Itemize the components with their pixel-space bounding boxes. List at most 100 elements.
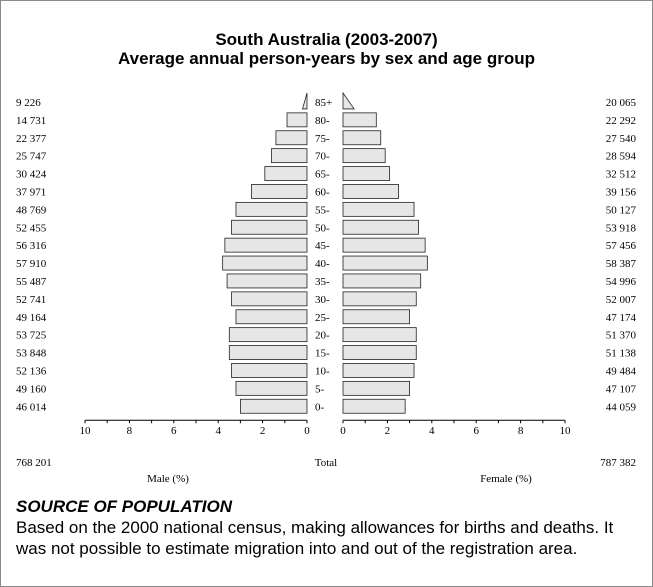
male-bars: [222, 92, 308, 414]
female-bar: [342, 255, 428, 271]
male-bar: [231, 291, 308, 307]
female-bar: [342, 166, 391, 181]
center-total-label: Total: [315, 457, 337, 469]
age-group-label: 45-: [315, 240, 330, 252]
male-bar: [235, 380, 308, 396]
female-count-label: 22 292: [606, 115, 636, 127]
female-count-label: 58 387: [606, 258, 637, 270]
male-bar: [231, 363, 308, 378]
age-group-label: 60-: [315, 186, 330, 198]
male-bar: [222, 255, 308, 271]
male-bar: [235, 309, 308, 325]
female-count-label: 28 594: [606, 151, 637, 163]
male-count-label: 46 014: [16, 401, 47, 413]
female-axis-label: Female (%): [480, 473, 532, 485]
male-count-label: 52 455: [16, 222, 47, 234]
male-count-label: 53 725: [16, 330, 47, 342]
female-count-label: 49 484: [606, 365, 637, 377]
male-bar: [239, 398, 308, 414]
female-x-axis: 0 2 4 6 8 10: [340, 419, 572, 437]
male-count-label: 52 136: [16, 365, 47, 377]
male-count-label: 48 769: [16, 204, 47, 216]
female-bar: [342, 201, 415, 217]
female-count-labels: 44 059 47 107 49 484 51 138 51 370 47 174 52 0…: [606, 97, 637, 413]
male-bar: [228, 345, 308, 360]
male-count-label: 49 160: [16, 383, 47, 395]
age-group-labels: 0- 5- 10- 15- 20- 25- 30- 35- 40- 45- 50- 55- 60- 65-…: [315, 97, 332, 413]
female-count-label: 47 174: [606, 312, 637, 324]
male-count-label: 22 377: [16, 133, 47, 145]
female-count-label: 44 059: [606, 401, 637, 413]
female-bar: [342, 291, 417, 307]
chart-title-line2: Average annual person-years by sex and a…: [118, 49, 535, 68]
male-bar: [251, 184, 308, 199]
male-total: 768 201: [16, 457, 52, 469]
age-group-label: 25-: [315, 312, 330, 324]
female-bars: [342, 91, 428, 414]
female-bar: [342, 398, 406, 414]
male-bar: [271, 148, 308, 164]
age-group-label: 5-: [315, 383, 325, 395]
male-bar: [224, 237, 308, 253]
age-group-label: 15-: [315, 348, 330, 360]
male-axis-label: Male (%): [147, 473, 189, 485]
male-tick-label: 6: [171, 425, 177, 437]
age-group-label: 70-: [315, 151, 330, 163]
female-bar: [342, 130, 382, 146]
female-bar: [342, 327, 417, 343]
age-group-label: 20-: [315, 330, 330, 342]
male-bar: [226, 273, 308, 289]
female-count-label: 50 127: [606, 204, 637, 216]
female-bar: [342, 148, 386, 164]
age-group-label: 30-: [315, 294, 330, 306]
male-bar: [228, 327, 308, 343]
source-text: Based on the 2000 national census, makin…: [16, 518, 614, 558]
age-group-label: 35-: [315, 276, 330, 288]
female-bar: [342, 184, 399, 199]
female-bar: [342, 345, 417, 360]
female-count-label: 53 918: [606, 222, 637, 234]
age-group-label: 85+: [315, 97, 332, 109]
female-tick-label: 10: [560, 425, 572, 437]
male-bar: [264, 166, 308, 181]
female-count-label: 27 540: [606, 133, 637, 145]
female-count-label: 54 996: [606, 276, 637, 288]
male-tick-label: 0: [304, 425, 310, 437]
female-count-label: 32 512: [606, 169, 636, 181]
male-tick-label: 8: [127, 425, 133, 437]
female-count-label: 52 007: [606, 294, 637, 306]
male-count-label: 55 487: [16, 276, 47, 288]
male-count-label: 52 741: [16, 294, 46, 306]
female-tick-label: 4: [429, 425, 435, 437]
source-heading: SOURCE OF POPULATION: [16, 497, 232, 516]
age-group-label: 0-: [315, 401, 325, 413]
male-bar: [286, 112, 308, 128]
male-count-label: 9 226: [16, 97, 41, 109]
population-pyramid-chart: 10 8 6 4 2 0 0 2 4 6 8 10 0- 5- 10- 15- 20- 25- 30- 35- 40…: [16, 91, 637, 485]
male-bar: [235, 201, 308, 217]
age-group-label: 75-: [315, 133, 330, 145]
age-group-label: 50-: [315, 222, 330, 234]
female-bar: [342, 237, 426, 253]
female-bar: [342, 363, 415, 378]
female-tick-label: 2: [385, 425, 391, 437]
female-count-label: 47 107: [606, 383, 637, 395]
male-count-label: 57 910: [16, 258, 47, 270]
male-count-label: 37 971: [16, 186, 46, 198]
male-bar: [302, 92, 308, 110]
male-count-label: 14 731: [16, 115, 46, 127]
male-tick-label: 2: [260, 425, 266, 437]
male-count-label: 25 747: [16, 151, 47, 163]
male-count-label: 30 424: [16, 169, 47, 181]
female-tick-label: 8: [518, 425, 524, 437]
female-bar: [342, 380, 410, 396]
male-bar: [275, 130, 308, 146]
male-count-label: 56 316: [16, 240, 47, 252]
female-count-label: 51 138: [606, 348, 637, 360]
female-total: 787 382: [600, 457, 636, 469]
age-group-label: 55-: [315, 204, 330, 216]
male-count-label: 53 848: [16, 348, 47, 360]
female-bar: [342, 273, 422, 289]
male-x-axis: 10 8 6 4 2 0: [80, 419, 310, 437]
male-count-label: 49 164: [16, 312, 47, 324]
